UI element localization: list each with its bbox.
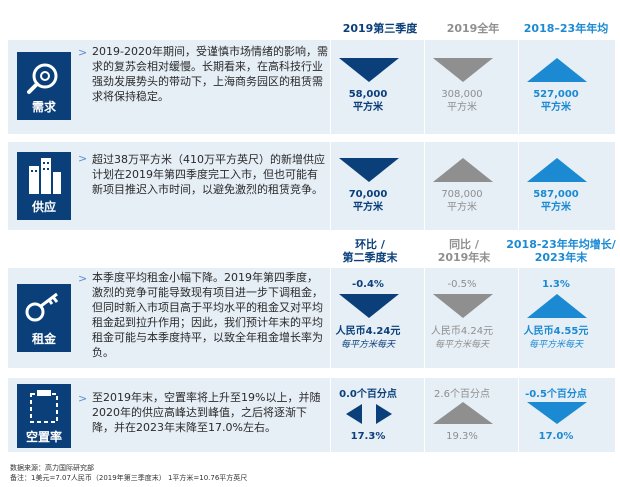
vacancy-text: 至2019年末，空置率将上升至19%以上，并随2020年的供应高峰达到峰值，之后… bbox=[92, 391, 321, 434]
header-2018-23-avg: 2018–23年年均 bbox=[523, 22, 609, 35]
rent-qoq-value: 人民币4.24元 bbox=[335, 326, 401, 337]
header-avg-growth: 2018-23年年均增长/ 2023年末 bbox=[506, 238, 616, 264]
rent-qoq-unit: 每平方米每天 bbox=[340, 340, 395, 350]
header-yoy: 同比 / 2019年末 bbox=[437, 238, 491, 264]
header-q3-2019: 2019第三季度 bbox=[342, 22, 418, 35]
vacancy-icon bbox=[30, 390, 58, 423]
demand-avg-value: 527,000 平方米 bbox=[533, 89, 579, 113]
demand-q3-value: 58,000 平方米 bbox=[348, 89, 388, 113]
rent-panel bbox=[8, 268, 615, 368]
supply-panel bbox=[8, 142, 615, 230]
supply-q3-value: 70,000 平方米 bbox=[348, 189, 388, 213]
demand-bullet: > bbox=[78, 46, 88, 59]
supply-q3-down-triangle bbox=[339, 158, 399, 182]
source-note: 数据来源：高力国际研究部 bbox=[10, 464, 94, 472]
demand-2019-value: 308,000 平方米 bbox=[441, 89, 483, 113]
demand-text: 2019-2020年期间，受谨慎市场情绪的影响，需求的复苏会相对缓慢。长期看来，… bbox=[92, 45, 328, 103]
vacancy-icon-box: 空置率 bbox=[17, 384, 71, 448]
supply-2019-up-triangle bbox=[433, 158, 493, 182]
rent-yoy-unit: 每平方米每天 bbox=[434, 340, 489, 350]
demand-icon-box: 需求 bbox=[17, 52, 71, 120]
key-icon bbox=[25, 292, 59, 322]
rent-yoy-value: 人民币4.24元 bbox=[430, 326, 494, 337]
vacancy-yoy-up-triangle bbox=[433, 402, 493, 424]
vacancy-bullet: > bbox=[78, 392, 88, 405]
magnifier-icon bbox=[27, 63, 58, 94]
demand-label: 需求 bbox=[31, 100, 56, 114]
vacancy-yoy-value: 19.3% bbox=[446, 431, 478, 442]
rent-avg-change: 1.3% bbox=[542, 279, 570, 290]
demand-avg-up-triangle bbox=[527, 58, 587, 82]
rent-yoy-change: -0.5% bbox=[447, 279, 477, 290]
supply-avg-up-triangle bbox=[527, 158, 587, 182]
buildings-icon bbox=[29, 158, 61, 194]
header-qoq: 环比 / 第二季度末 bbox=[342, 238, 398, 264]
demand-2019-down-triangle bbox=[433, 58, 493, 82]
vacancy-qoq-change: 0.0个百分点 bbox=[339, 389, 397, 400]
supply-2019-value: 708,000 平方米 bbox=[441, 189, 483, 213]
demand-panel bbox=[8, 40, 615, 134]
exchange-note: 备注：1美元=7.07人民币（2019年第三季度末） 1平方米=10.76平方英… bbox=[10, 474, 248, 482]
supply-text: 超过38万平方米（410万平方英尺）的新增供应计划在2019年第四季度完工入市，… bbox=[92, 153, 325, 196]
vacancy-avg-down-triangle bbox=[527, 402, 587, 424]
rent-avg-unit: 每平方米每天 bbox=[528, 340, 583, 350]
rent-yoy-down-triangle bbox=[433, 294, 493, 318]
rent-qoq-down-triangle bbox=[339, 294, 399, 318]
supply-icon-box: 供应 bbox=[17, 152, 71, 220]
demand-q3-down-triangle bbox=[339, 58, 399, 82]
supply-bullet: > bbox=[78, 152, 88, 165]
rent-bullet: > bbox=[78, 272, 88, 285]
vacancy-yoy-change: 2.6个百分点 bbox=[434, 389, 490, 400]
vacancy-avg-change: -0.5个百分点 bbox=[525, 389, 587, 400]
vacancy-avg-value: 17.0% bbox=[538, 431, 574, 442]
rent-label: 租金 bbox=[31, 332, 56, 346]
vacancy-qoq-flat-arrows bbox=[346, 404, 392, 424]
vacancy-label: 空置率 bbox=[25, 430, 62, 444]
supply-avg-value: 587,000 平方米 bbox=[533, 189, 579, 213]
rent-avg-value: 人民币4.55元 bbox=[523, 326, 589, 337]
supply-label: 供应 bbox=[31, 200, 56, 214]
rent-qoq-change: -0.4% bbox=[352, 279, 384, 290]
rent-avg-up-triangle bbox=[527, 294, 587, 318]
vacancy-panel bbox=[8, 378, 615, 452]
vacancy-qoq-value: 17.3% bbox=[350, 431, 386, 442]
header-full-2019: 2019全年 bbox=[446, 22, 500, 35]
rent-icon-box: 租金 bbox=[17, 284, 71, 352]
rent-text: 本季度平均租金小幅下降。2019年第四季度，激烈的竞争可能导致现有项目进一步下调… bbox=[92, 271, 323, 359]
